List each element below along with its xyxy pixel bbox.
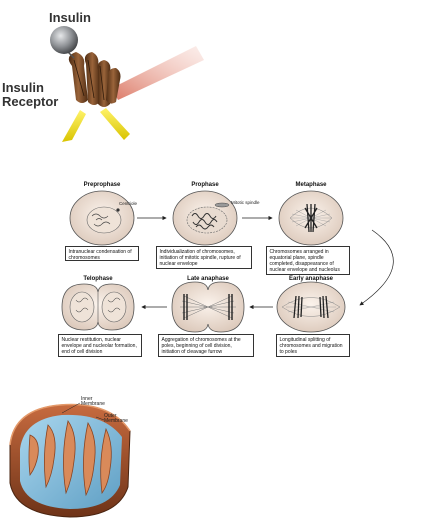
early-anaphase-cell (276, 281, 346, 333)
mitotic-spindle-label: Mitotic spindle (231, 200, 260, 205)
caption-prophase: Individualization of chromosomes, initia… (156, 246, 252, 269)
phase-title-preprophase: Preprophase (83, 182, 121, 188)
caption-telophase: Nuclear restitution, nuclear envelope an… (58, 334, 142, 357)
caption-late-anaphase: Aggregation of chromosomes at the poles,… (158, 334, 254, 357)
phase-title-early-anaphase: Early anaphase (288, 276, 334, 282)
mitochondrion-illustration: Inner Membrane Outer Membrane (0, 395, 220, 520)
arrow-metaphase-to-early-anaphase (359, 229, 394, 306)
inner-membrane-line2: Membrane (81, 401, 105, 407)
outer-membrane-line1: Outer (104, 413, 117, 419)
insulin-receptor-illustration: Insulin Insulin Receptor (0, 0, 220, 150)
inner-membrane-line1: Inner (81, 396, 93, 402)
prophase-cell (172, 190, 238, 246)
phase-title-late-anaphase: Late anaphase (187, 276, 229, 282)
mitochondrion-graphic (9, 402, 131, 518)
insulin-molecule (50, 26, 78, 54)
inner-membrane-label: Inner Membrane (81, 397, 105, 407)
receptor-label-line1: Insulin (2, 80, 44, 95)
centriole-label: Centriole (119, 201, 138, 206)
outer-membrane-line2: Membrane (104, 418, 128, 424)
caption-metaphase: Chromosomes arranged in equatorial plane… (266, 246, 350, 275)
yellow-spike-right (100, 108, 130, 140)
late-anaphase-cell (171, 281, 245, 333)
insulin-label: Insulin (49, 10, 91, 25)
caption-preprophase: Intranuclear condensation of chromosomes (65, 246, 139, 261)
insulin-receptor-graphic (50, 26, 204, 142)
metaphase-cell (278, 190, 344, 246)
cristae (28, 420, 112, 497)
phase-title-prophase: Prophase (191, 182, 219, 188)
receptor-body (68, 52, 121, 107)
yellow-spike-left (62, 110, 86, 142)
mitosis-diagram: Preprophase Prophase Metaphase Early ana… (0, 178, 421, 358)
phase-title-metaphase: Metaphase (295, 182, 327, 188)
preprophase-cell (69, 190, 135, 246)
caption-early-anaphase: Longitudinal splitting of chromosomes an… (276, 334, 350, 357)
outer-membrane-label: Outer Membrane (104, 414, 128, 424)
telophase-cell (61, 283, 135, 331)
phase-title-telophase: Telophase (83, 276, 113, 282)
mitosis-cells-graphic (61, 190, 394, 333)
receptor-label-line2: Receptor (2, 94, 59, 109)
signal-beam (112, 46, 204, 100)
